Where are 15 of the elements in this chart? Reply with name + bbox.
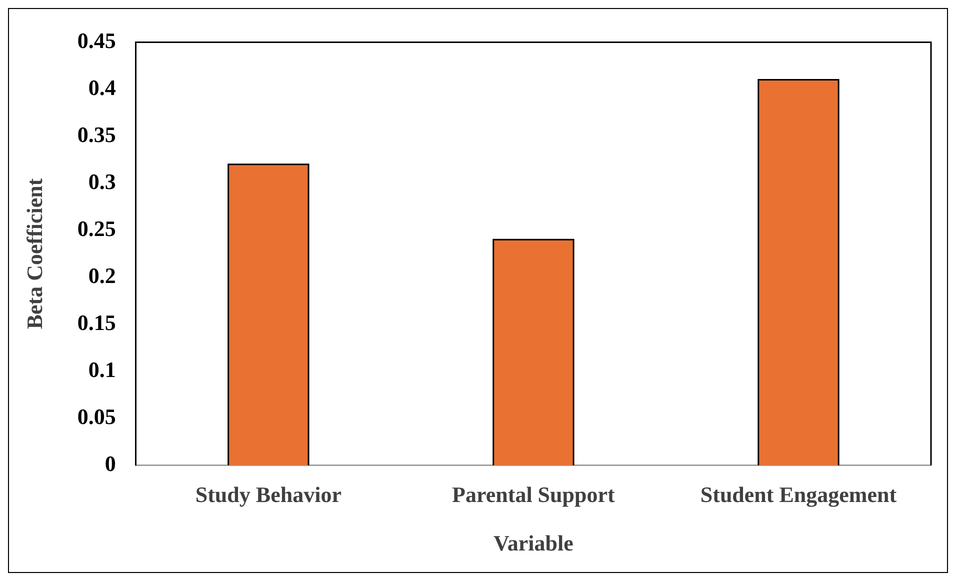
x-tick-label: Student Engagement [700,482,898,508]
y-tick-label: 0.45 [77,28,116,53]
x-tick-label: Study Behavior [195,482,342,508]
y-tick-label: 0.25 [77,216,116,241]
y-tick-label: 0 [104,450,116,476]
y-tick-label: 0.2 [88,262,116,288]
y-tick-label: 0.3 [88,168,116,194]
y-tick-label: 0.4 [88,74,116,100]
y-tick-label: 0.35 [77,122,116,147]
x-axis-title: Variable [494,530,574,556]
y-axis-title: Beta Coefficient [22,178,47,330]
x-tick-label: Parental Support [452,482,616,508]
y-tick-label: 0.1 [88,356,116,382]
y-tick-label: 0.05 [77,404,116,429]
y-tick-label: 0.15 [77,310,116,335]
